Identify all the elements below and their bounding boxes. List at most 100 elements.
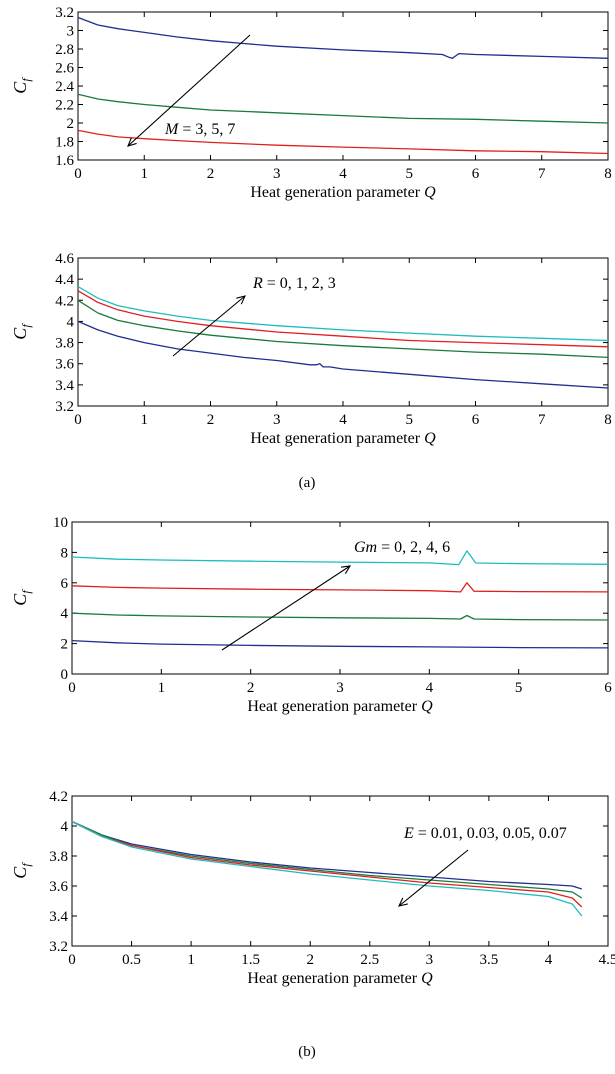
y-tick-label: 4.4 (55, 272, 74, 288)
x-tick-label: 5 (406, 166, 414, 182)
x-tick-label: 6 (472, 412, 480, 428)
plot-frame (71, 521, 609, 675)
y-tick-label: 4.2 (55, 293, 74, 309)
caption-a: (a) (299, 475, 316, 491)
x-tick-label: 5 (515, 680, 523, 696)
y-tick-label: 4 (61, 606, 69, 622)
x-tick-label: 0 (74, 166, 82, 182)
y-tick-label: 2.8 (55, 42, 74, 58)
chart-4: 0 0.5 1 1.5 2 2.5 3 3.5 4 4.5 3.2 3.4 3.6 3.8 4 4.2 Heat… (10, 789, 615, 987)
y-axis-label: Cf (10, 589, 33, 606)
plot-frame (71, 795, 609, 947)
x-tick-label: 1.5 (241, 952, 260, 968)
x-tick-label: 4.5 (599, 952, 615, 968)
chart-3: 0 1 2 3 4 5 6 0 2 4 6 8 10 Heat generation parameter … (10, 515, 612, 715)
series-line-1 (77, 320, 609, 389)
y-tick-label: 2.6 (55, 61, 74, 77)
series-line-4 (71, 550, 609, 566)
series-line-3 (71, 582, 609, 593)
series-line-1 (71, 639, 609, 649)
x-tick-label: 0 (68, 680, 76, 696)
annotation-label: Gm = 0, 2, 4, 6 (354, 539, 450, 556)
y-tick-label: 4 (61, 819, 69, 835)
y-tick-label: 3.6 (55, 357, 74, 373)
y-axis-label: Cf (10, 323, 33, 340)
x-tick-label: 2.5 (360, 952, 379, 968)
x-tick-label: 4 (545, 952, 553, 968)
y-tick-label: 1.6 (55, 153, 74, 169)
x-tick-label: 6 (604, 680, 612, 696)
x-tick-label: 0 (74, 412, 82, 428)
x-tick-label: 1 (158, 680, 166, 696)
x-tick-label: 2 (207, 166, 215, 182)
series-line-1 (77, 16, 609, 59)
x-axis-label: Heat generation parameter Q (247, 698, 433, 715)
annotation-label: M = 3, 5, 7 (164, 121, 235, 138)
y-tick-label: 2 (67, 116, 75, 132)
annotation-arrow-line (398, 849, 469, 907)
x-tick-label: 2 (207, 412, 215, 428)
x-axis-label: Heat generation parameter Q (247, 970, 433, 987)
chart-2: 0 1 2 3 4 5 6 7 8 3.2 3.4 3.6 3.8 4 4.2 4.4 4.6 Heat gene… (10, 251, 612, 447)
y-tick-label: 3.4 (49, 909, 68, 925)
series-line-2 (71, 612, 609, 621)
series-line-2 (77, 93, 609, 124)
x-tick-label: 4 (339, 166, 347, 182)
annotation-label: E = 0.01, 0.03, 0.05, 0.07 (403, 825, 567, 842)
y-tick-label: 1.8 (55, 135, 74, 151)
series-line-4 (77, 285, 609, 342)
x-tick-label: 4 (339, 412, 347, 428)
x-tick-label: 7 (538, 412, 546, 428)
y-tick-label: 4.2 (49, 789, 68, 805)
x-tick-label: 6 (472, 166, 480, 182)
y-tick-label: 2.2 (55, 98, 74, 114)
x-tick-label: 3 (273, 412, 281, 428)
y-tick-label: 4.6 (55, 251, 74, 267)
y-tick-label: 3.8 (49, 849, 68, 865)
plot-frame (77, 257, 609, 407)
x-axis-label: Heat generation parameter Q (250, 184, 436, 201)
x-tick-label: 7 (538, 166, 546, 182)
y-tick-label: 6 (61, 576, 69, 592)
series-line-4 (71, 820, 583, 917)
x-tick-label: 2 (247, 680, 255, 696)
annotation-arrow-head (341, 565, 352, 575)
y-tick-label: 10 (53, 515, 68, 531)
x-tick-label: 3.5 (480, 952, 499, 968)
y-tick-label: 3.4 (55, 378, 74, 394)
y-tick-label: 3.6 (49, 879, 68, 895)
y-tick-label: 3.2 (55, 399, 74, 415)
series-line-3 (77, 129, 609, 155)
x-tick-label: 1 (141, 412, 149, 428)
y-tick-label: 3 (67, 24, 75, 40)
x-tick-label: 2 (306, 952, 314, 968)
x-tick-label: 1 (187, 952, 195, 968)
y-tick-label: 3.2 (49, 939, 68, 955)
annotation-arrow-head (127, 137, 137, 147)
x-tick-label: 4 (426, 680, 434, 696)
annotation-arrow-head (236, 295, 246, 305)
x-tick-label: 3 (273, 166, 281, 182)
y-tick-label: 3.2 (55, 5, 74, 21)
x-tick-label: 0 (68, 952, 76, 968)
x-tick-label: 1 (141, 166, 149, 182)
caption-b: (b) (298, 1044, 316, 1060)
x-tick-label: 3 (336, 680, 344, 696)
annotation-arrow-line (127, 34, 251, 147)
chart-1: 0 1 2 3 4 5 6 7 8 1.6 1.8 2 2.2 2.4 2.6 2.8 3 3.2 Heat gen… (10, 5, 612, 201)
x-tick-label: 0.5 (122, 952, 141, 968)
y-axis-label: Cf (10, 862, 33, 879)
series-line-1 (71, 820, 582, 890)
y-tick-label: 2.4 (55, 79, 74, 95)
x-tick-label: 8 (604, 412, 612, 428)
y-tick-label: 2 (61, 637, 69, 653)
x-tick-label: 3 (426, 952, 434, 968)
y-tick-label: 3.8 (55, 336, 74, 352)
series-line-3 (77, 290, 609, 348)
y-tick-label: 4 (67, 314, 75, 330)
x-tick-label: 5 (406, 412, 414, 428)
x-axis-label: Heat generation parameter Q (250, 430, 436, 447)
annotation-arrow-line (172, 295, 246, 357)
series-line-2 (77, 299, 609, 359)
